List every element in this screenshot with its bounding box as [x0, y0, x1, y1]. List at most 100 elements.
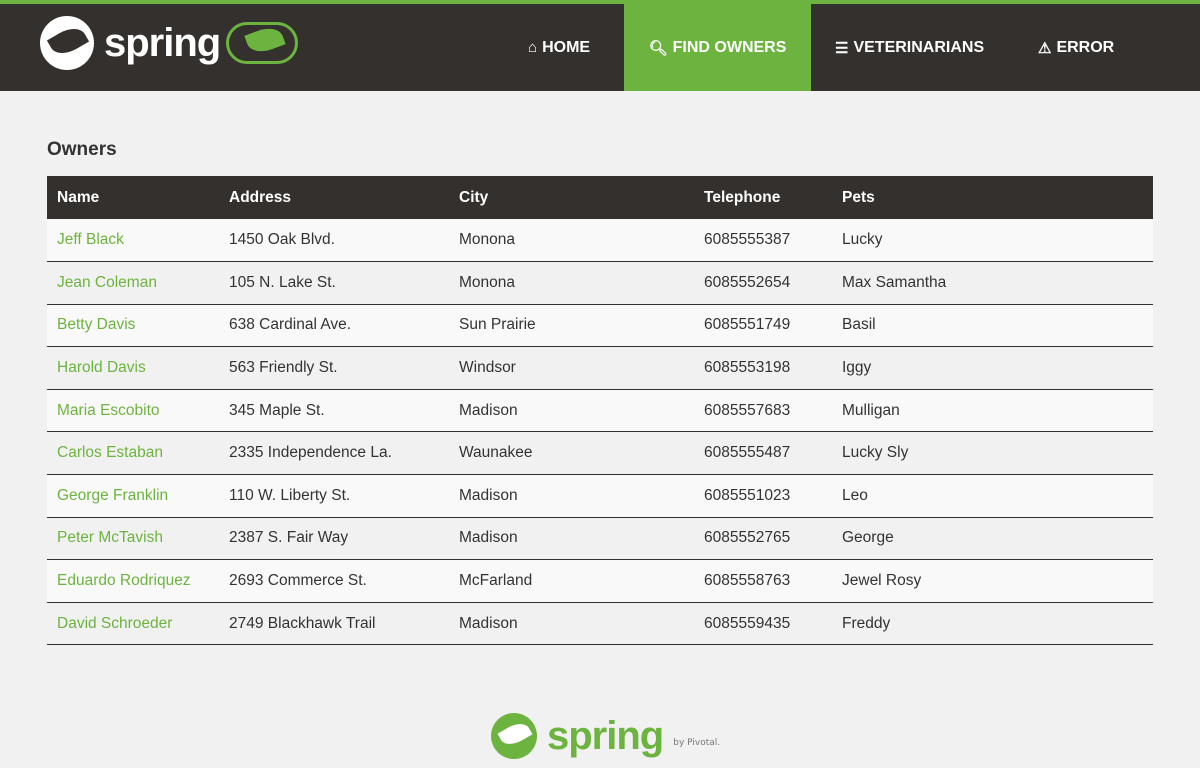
- owner-name-cell: Peter McTavish: [47, 517, 219, 561]
- logo-text: spring: [104, 20, 221, 65]
- city: McFarland: [459, 572, 533, 590]
- warning-icon: ⚠︎: [1038, 39, 1052, 57]
- table-row: Betty Davis 638 Cardinal Ave. Sun Prairie 6…: [47, 304, 1153, 348]
- address-cell: 2335 Independence La.: [219, 431, 449, 476]
- telephone: 6085558763: [704, 572, 791, 590]
- owner-link[interactable]: Maria Escobito: [57, 401, 160, 419]
- col-telephone: Telephone: [694, 176, 832, 219]
- address-cell: 105 N. Lake St.: [219, 261, 449, 305]
- table-row: Eduardo Rodriquez 2693 Commerce St. McFarl…: [47, 559, 1153, 603]
- owner-name-cell: George Franklin: [47, 474, 219, 518]
- address-cell: 563 Friendly St.: [219, 346, 449, 390]
- telephone: 6085552654: [704, 273, 791, 291]
- city: Madison: [459, 486, 518, 504]
- pets: Leo: [842, 486, 868, 504]
- owner-name-cell: Eduardo Rodriquez: [47, 559, 219, 603]
- address: 2387 S. Fair Way: [229, 529, 349, 547]
- list-icon: ☰: [835, 39, 849, 57]
- owner-link[interactable]: Jean Coleman: [57, 273, 157, 291]
- address: 563 Friendly St.: [229, 359, 338, 377]
- owner-link[interactable]: Peter McTavish: [57, 529, 163, 547]
- city: Waunakee: [459, 444, 533, 462]
- table-row: Peter McTavish 2387 S. Fair Way Madison 608…: [47, 517, 1153, 561]
- owner-name-cell: Jeff Black: [47, 219, 219, 263]
- owner-name-cell: Carlos Estaban: [47, 431, 219, 476]
- nav-veterinarians[interactable]: ☰ VETERINARIANS: [835, 4, 1005, 91]
- telephone: 6085551023: [704, 486, 791, 504]
- owner-name-cell: David Schroeder: [47, 602, 219, 646]
- address-cell: 345 Maple St.: [219, 389, 449, 433]
- telephone-cell: 6085559435: [694, 602, 832, 646]
- owner-link[interactable]: Harold Davis: [57, 359, 146, 377]
- telephone: 6085559435: [704, 614, 791, 632]
- pets-cell: Basil: [832, 304, 1153, 348]
- city: Madison: [459, 529, 518, 547]
- address-cell: 2749 Blackhawk Trail: [219, 602, 449, 646]
- pets-cell: George: [832, 517, 1153, 561]
- owner-link[interactable]: Eduardo Rodriquez: [57, 572, 191, 590]
- telephone-cell: 6085551023: [694, 474, 832, 518]
- address: 110 W. Liberty St.: [229, 486, 351, 504]
- owner-link[interactable]: Jeff Black: [57, 231, 124, 249]
- city-cell: Windsor: [449, 346, 694, 390]
- nav-find-owners[interactable]: 🔍︎ FIND OWNERS: [624, 4, 811, 91]
- address-cell: 2387 S. Fair Way: [219, 517, 449, 561]
- telephone-cell: 6085555387: [694, 219, 832, 263]
- city: Sun Prairie: [459, 316, 536, 334]
- city-cell: Madison: [449, 517, 694, 561]
- telephone: 6085555487: [704, 444, 791, 462]
- navbar: spring: [0, 0, 1200, 91]
- telephone-cell: 6085551749: [694, 304, 832, 348]
- pets: Freddy: [842, 614, 891, 632]
- owner-link[interactable]: Carlos Estaban: [57, 444, 163, 462]
- table-header: Name Address City Telephone Pets: [47, 176, 1153, 219]
- nav-label: VETERINARIANS: [853, 38, 985, 56]
- owner-link[interactable]: David Schroeder: [57, 614, 173, 632]
- table-row: Maria Escobito 345 Maple St. Madison 608555…: [47, 389, 1153, 433]
- nav-home[interactable]: ⌂ HOME: [528, 4, 608, 91]
- telephone: 6085557683: [704, 401, 791, 419]
- footer-logo-text: spring: [547, 713, 664, 758]
- telephone-cell: 6085553198: [694, 346, 832, 390]
- telephone: 6085555387: [704, 231, 791, 249]
- telephone-cell: 6085555487: [694, 431, 832, 476]
- col-pets: Pets: [832, 176, 1153, 219]
- telephone: 6085553198: [704, 359, 791, 377]
- col-address: Address: [219, 176, 449, 219]
- nav-label: FIND OWNERS: [672, 38, 787, 56]
- page-title: Owners: [47, 139, 117, 160]
- address-cell: 1450 Oak Blvd.: [219, 219, 449, 263]
- spring-logo[interactable]: spring: [40, 16, 299, 70]
- pets-cell: Freddy: [832, 602, 1153, 646]
- owners-table: Name Address City Telephone Pets Jeff Bl…: [47, 176, 1153, 646]
- owner-link[interactable]: Betty Davis: [57, 316, 136, 334]
- telephone: 6085552765: [704, 529, 791, 547]
- address-cell: 2693 Commerce St.: [219, 559, 449, 603]
- home-icon: ⌂: [528, 39, 538, 56]
- pets-cell: Max Samantha: [832, 261, 1153, 305]
- nav-label: HOME: [542, 38, 591, 56]
- table-row: Harold Davis 563 Friendly St. Windsor 60855…: [47, 346, 1153, 390]
- owner-name-cell: Maria Escobito: [47, 389, 219, 433]
- city-cell: Madison: [449, 474, 694, 518]
- table-row: Jean Coleman 105 N. Lake St. Monona 6085552…: [47, 261, 1153, 305]
- city-cell: Monona: [449, 219, 694, 263]
- nav-error[interactable]: ⚠︎ ERROR: [1038, 4, 1128, 91]
- pets-cell: Mulligan: [832, 389, 1153, 433]
- owner-name-cell: Jean Coleman: [47, 261, 219, 305]
- owner-name-cell: Harold Davis: [47, 346, 219, 390]
- owner-link[interactable]: George Franklin: [57, 486, 169, 504]
- city-cell: Waunakee: [449, 431, 694, 476]
- table-row: George Franklin 110 W. Liberty St. Madison…: [47, 474, 1153, 518]
- col-city: City: [449, 176, 694, 219]
- city-cell: Monona: [449, 261, 694, 305]
- col-name: Name: [47, 176, 219, 219]
- telephone-cell: 6085557683: [694, 389, 832, 433]
- address-cell: 110 W. Liberty St.: [219, 474, 449, 518]
- search-icon: 🔍︎: [648, 39, 668, 57]
- table-row: Jeff Black 1450 Oak Blvd. Monona 6085555387…: [47, 219, 1153, 263]
- pets: Mulligan: [842, 401, 900, 419]
- address: 1450 Oak Blvd.: [229, 231, 335, 249]
- address: 345 Maple St.: [229, 401, 325, 419]
- address: 105 N. Lake St.: [229, 273, 336, 291]
